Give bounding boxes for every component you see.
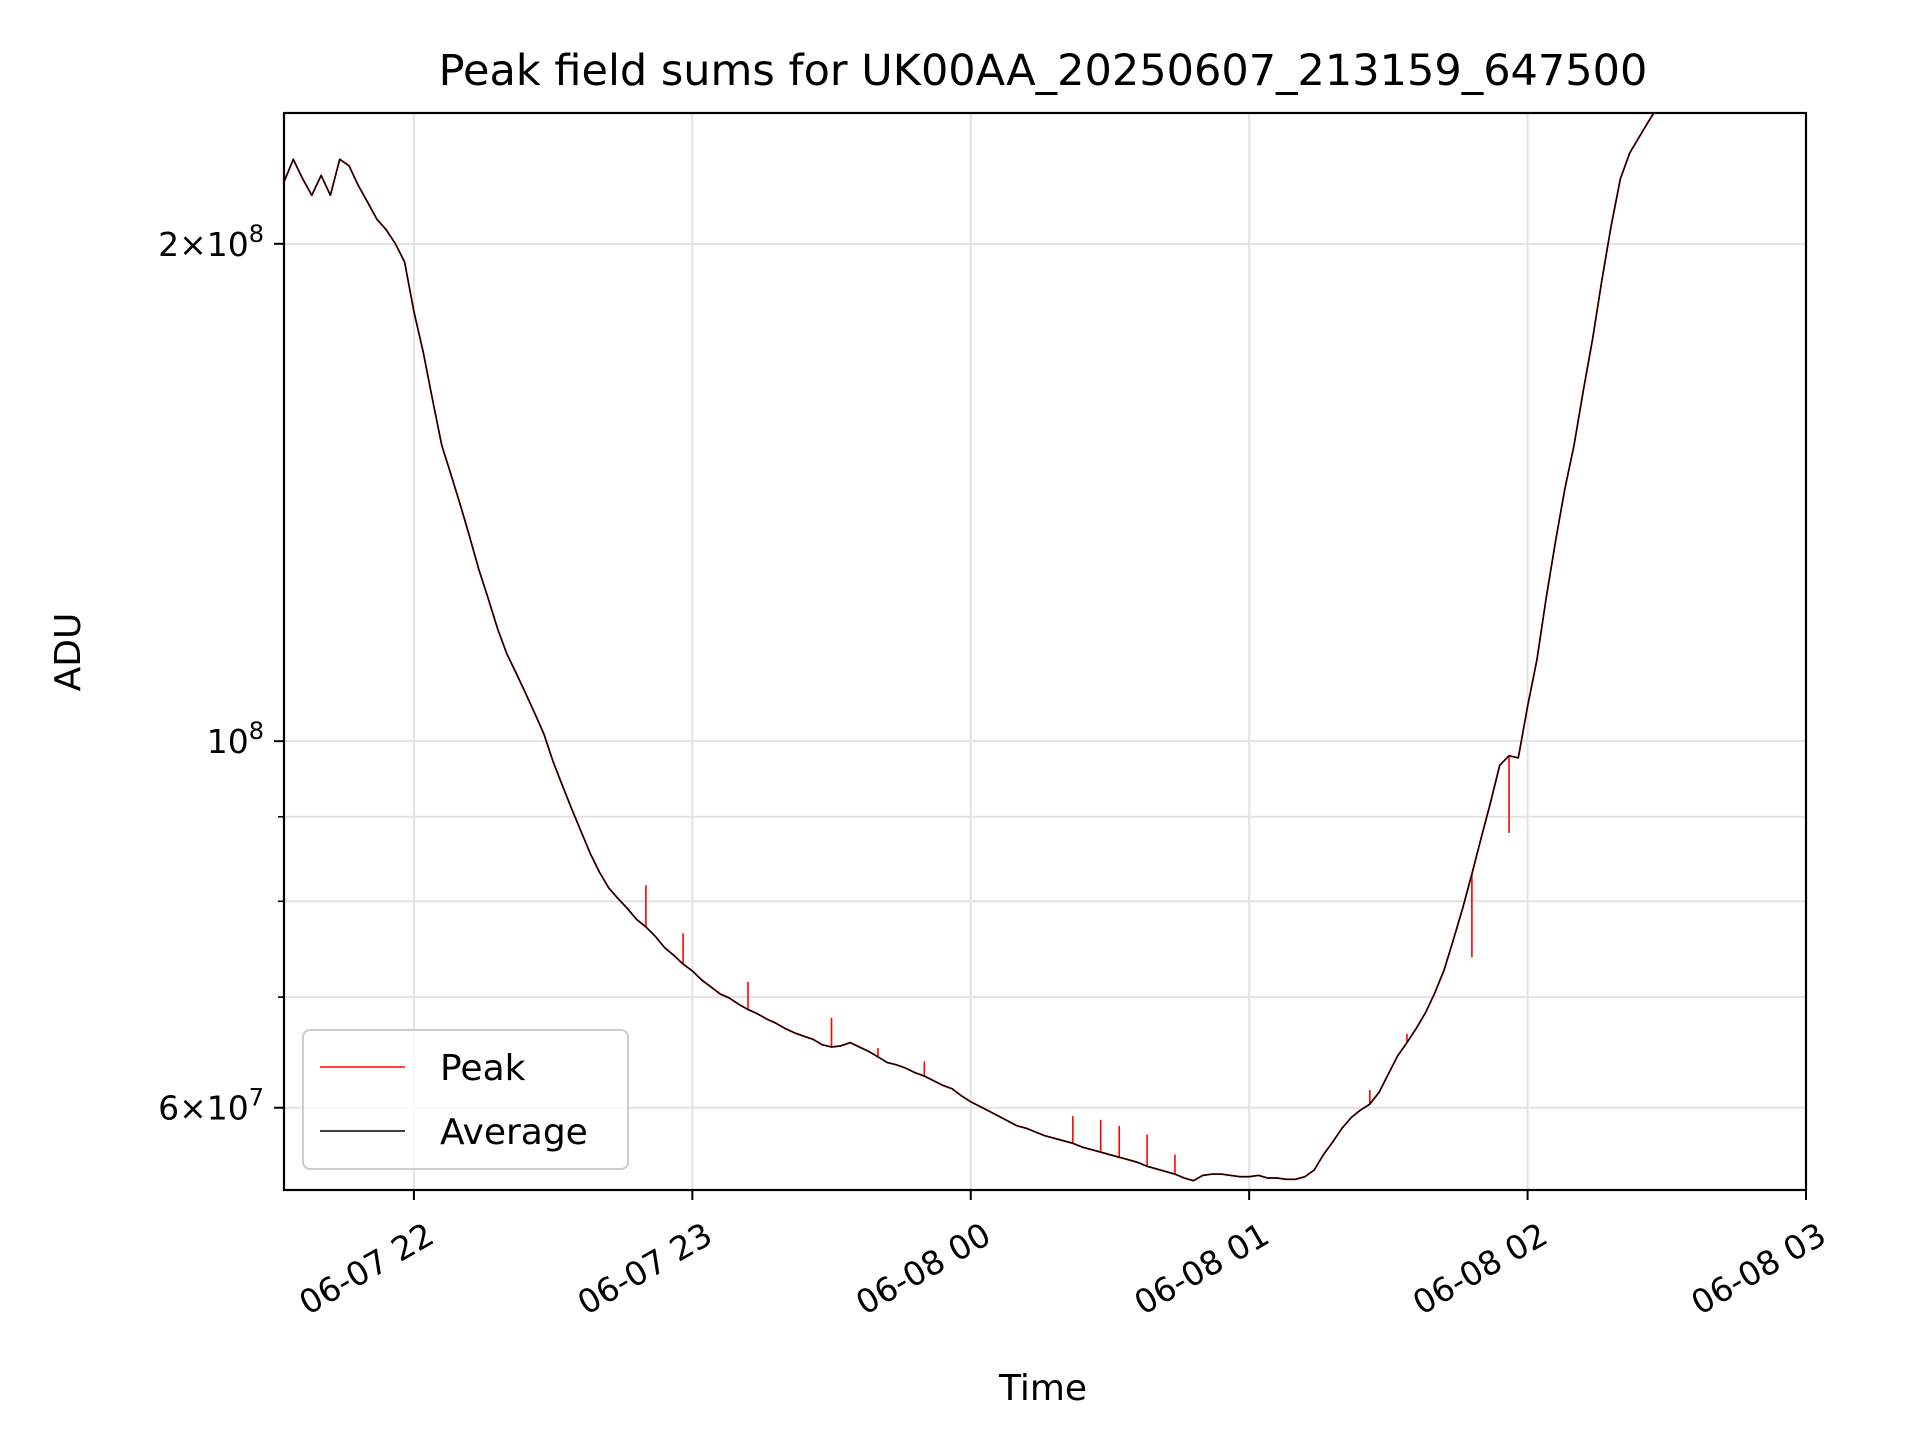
x-axis-label: Time	[998, 1368, 1087, 1409]
y-tick-label-0: 6×107	[158, 1084, 264, 1128]
series-line-average	[284, 113, 1655, 1182]
chart-title: Peak field sums for UK00AA_20250607_2131…	[439, 46, 1648, 96]
plot-frame	[282, 111, 1808, 1192]
legend-label-average: Average	[440, 1112, 588, 1153]
plot-lines	[284, 113, 1655, 1182]
grid-lines	[284, 113, 1807, 1190]
y-tick-label-1: 108	[207, 717, 264, 761]
y-axis-ticks: 6×107 108 2×108	[158, 220, 284, 1128]
legend-box	[302, 1029, 629, 1170]
y-tick-label-2: 2×108	[158, 220, 264, 264]
legend-label-peak: Peak	[440, 1048, 526, 1089]
y-axis-label: ADU	[48, 613, 89, 692]
legend: Peak Average	[302, 1029, 629, 1170]
